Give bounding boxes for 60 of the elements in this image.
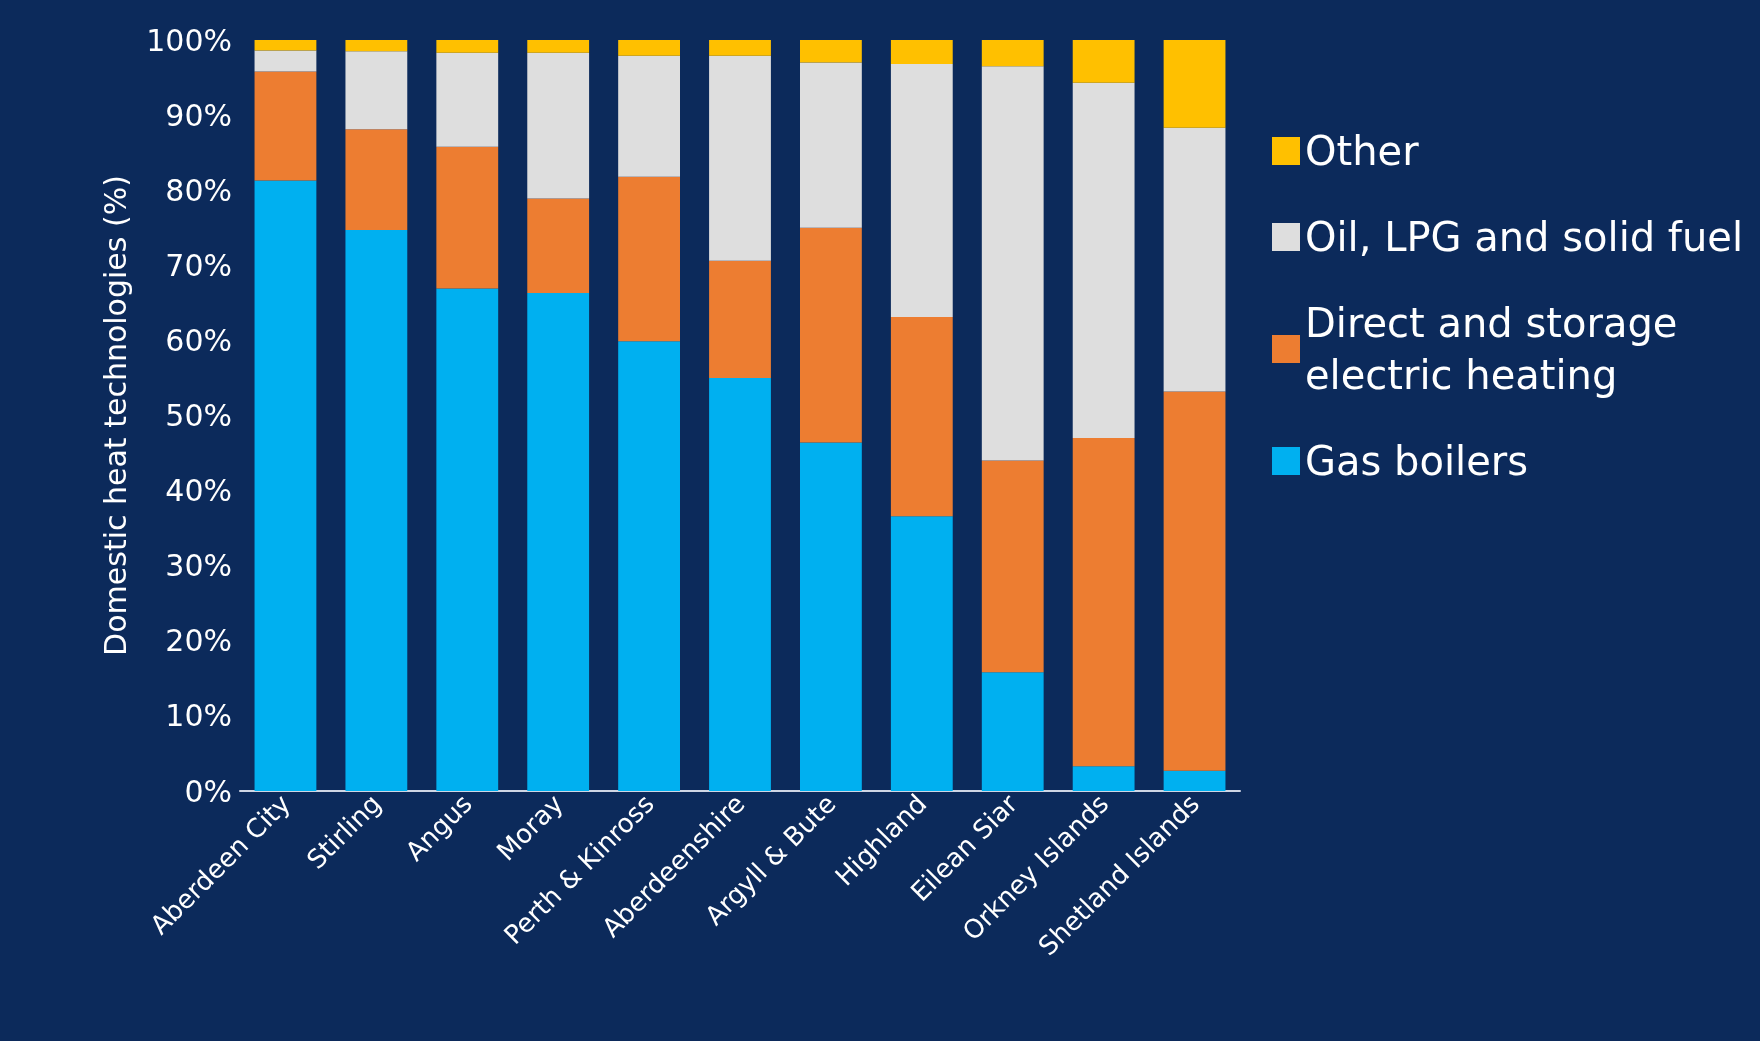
y-tick-label: 10%: [165, 698, 232, 734]
bar: [436, 40, 499, 53]
bar: [709, 260, 771, 378]
bar: [254, 40, 317, 51]
legend-label: Other: [1305, 128, 1420, 174]
bar: [709, 377, 771, 791]
bar: [1072, 766, 1135, 791]
bar: [618, 341, 680, 791]
bar: [1072, 82, 1135, 439]
bar: [890, 64, 953, 318]
bar: [527, 198, 590, 294]
bar: [1072, 40, 1135, 83]
bar: [1163, 40, 1226, 128]
bar: [800, 442, 862, 791]
bar: [800, 62, 862, 228]
bar: [890, 516, 953, 791]
bar: [345, 51, 408, 130]
bar: [981, 66, 1044, 461]
legend-label: Oil, LPG and solid fuel: [1305, 214, 1744, 260]
bar: [345, 129, 408, 230]
y-tick-label: 70%: [165, 247, 232, 283]
bar: [527, 52, 590, 199]
bar: [618, 176, 680, 342]
bar: [981, 460, 1044, 673]
bar: [800, 40, 862, 63]
bar: [527, 40, 590, 53]
bar: [1163, 127, 1226, 392]
bar: [709, 40, 771, 56]
y-tick-label: 0%: [184, 773, 232, 809]
bar: [1163, 770, 1226, 791]
y-tick-label: 90%: [165, 97, 232, 133]
y-tick-label: 40%: [165, 473, 232, 509]
bar: [254, 50, 317, 72]
bar: [1072, 438, 1135, 767]
y-tick-label: 30%: [165, 548, 232, 584]
bar: [981, 672, 1044, 791]
bar: [254, 71, 317, 181]
bar: [800, 227, 862, 443]
bar: [618, 40, 680, 56]
bar: [981, 40, 1044, 67]
y-tick-label: 50%: [165, 398, 232, 433]
bar: [527, 293, 590, 791]
y-tick-label: 80%: [165, 172, 232, 208]
bar: [254, 180, 317, 791]
bar: [345, 230, 408, 791]
bar: [618, 55, 680, 177]
legend-label: Gas boilers: [1305, 438, 1529, 484]
bar: [436, 52, 499, 147]
bar: [890, 317, 953, 517]
bar: [436, 146, 499, 289]
y-tick-label: 20%: [165, 623, 232, 659]
bar: [345, 40, 408, 52]
legend-label: Direct and storage electric heating: [1305, 300, 1691, 398]
y-axis-title: Domestic heat technologies (%): [97, 175, 133, 656]
bar: [436, 288, 499, 791]
y-tick-label: 100%: [146, 22, 232, 58]
bar: [1163, 391, 1226, 771]
y-tick-label: 60%: [165, 322, 232, 358]
bar: [890, 40, 953, 65]
bar: [709, 55, 771, 261]
